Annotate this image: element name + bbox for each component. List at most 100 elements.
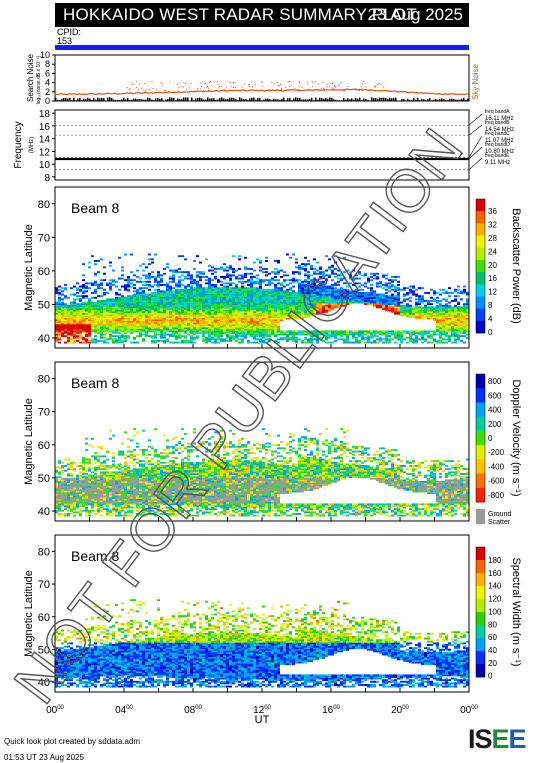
- heatmap-cell: [229, 311, 232, 314]
- heatmap-cell: [94, 303, 97, 306]
- heatmap-cell: [76, 511, 79, 514]
- heatmap-cell: [436, 300, 439, 302]
- heatmap-cell: [223, 276, 226, 278]
- heatmap-cell: [232, 320, 235, 323]
- heatmap-cell: [73, 330, 76, 333]
- search-noise-bar: [463, 97, 465, 101]
- heatmap-cell: [439, 304, 442, 307]
- heatmap-cell: [349, 341, 352, 344]
- heatmap-cell: [289, 295, 292, 298]
- noise-dot: [365, 86, 367, 88]
- heatmap-cell: [163, 298, 166, 301]
- heatmap-cell: [85, 325, 88, 328]
- heatmap-cell: [376, 300, 379, 302]
- heatmap-cell: [232, 290, 235, 293]
- heatmap-cell: [262, 303, 265, 306]
- heatmap-cell: [148, 325, 151, 328]
- heatmap-cell: [445, 309, 448, 312]
- heatmap-cell: [55, 314, 58, 317]
- heatmap-cell: [151, 306, 154, 309]
- heatmap-cell: [301, 340, 304, 342]
- heatmap-cell: [151, 304, 154, 307]
- noise-dot: [228, 81, 230, 83]
- heatmap-cell: [178, 325, 181, 328]
- heatmap-cell: [124, 319, 127, 322]
- heatmap-cell: [274, 327, 277, 330]
- heatmap-cell: [103, 320, 106, 323]
- heatmap-cell: [397, 309, 400, 312]
- heatmap-cell: [76, 287, 79, 290]
- noise-dot: [183, 81, 185, 83]
- heatmap-cell: [199, 322, 202, 325]
- heatmap-cell: [232, 271, 235, 274]
- heatmap-cell: [94, 260, 97, 262]
- heatmap-cell: [235, 336, 238, 339]
- heatmap-cell: [199, 330, 202, 333]
- heatmap-cell: [364, 272, 367, 275]
- heatmap-cell: [223, 340, 226, 342]
- heatmap-cell: [97, 328, 100, 331]
- heatmap-cell: [82, 316, 85, 318]
- heatmap-cell: [268, 322, 271, 325]
- heatmap-cell: [307, 333, 310, 336]
- heatmap-cell: [238, 332, 241, 334]
- heatmap-cell: [211, 316, 214, 318]
- heatmap-cell: [88, 319, 91, 322]
- heatmap-cell: [454, 330, 457, 333]
- heatmap-cell: [466, 336, 469, 339]
- heatmap-cell: [115, 332, 118, 334]
- heatmap-cell: [304, 295, 307, 298]
- heatmap-cell: [175, 284, 178, 286]
- heatmap-cell: [70, 465, 73, 467]
- heatmap-cell: [151, 316, 154, 318]
- heatmap-cell: [316, 288, 319, 291]
- heatmap-cell: [460, 340, 463, 342]
- heatmap-cell: [58, 298, 61, 301]
- heatmap-cell: [229, 340, 232, 342]
- heatmap-cell: [394, 341, 397, 344]
- heatmap-cell: [445, 330, 448, 333]
- heatmap-cell: [205, 327, 208, 330]
- heatmap-cell: [130, 309, 133, 312]
- heatmap-cell: [169, 341, 172, 344]
- heatmap-cell: [235, 276, 238, 278]
- heatmap-cell: [175, 338, 178, 341]
- heatmap-cell: [85, 514, 88, 517]
- heatmap-cell: [169, 325, 172, 328]
- heatmap-cell: [169, 304, 172, 307]
- heatmap-cell: [67, 506, 70, 509]
- noise-dot: [377, 84, 379, 86]
- heatmap-cell: [307, 260, 310, 262]
- heatmap-cell: [91, 455, 94, 458]
- heatmap-cell: [292, 304, 295, 307]
- heatmap-cell: [331, 303, 334, 306]
- heatmap-cell: [145, 309, 148, 312]
- heatmap-cell: [112, 338, 115, 341]
- noise-dot: [232, 82, 234, 84]
- heatmap-cell: [109, 316, 112, 318]
- heatmap-cell: [280, 276, 283, 278]
- heatmap-cell: [283, 309, 286, 312]
- heatmap-cell: [460, 332, 463, 334]
- heatmap-cell: [172, 325, 175, 328]
- heatmap-cell: [256, 280, 259, 283]
- noise-dot: [254, 84, 256, 86]
- noise-dot: [162, 82, 164, 84]
- heatmap-cell: [232, 296, 235, 299]
- heatmap-cell: [460, 292, 463, 294]
- heatmap-cell: [343, 292, 346, 294]
- heatmap-cell: [247, 268, 250, 270]
- heatmap-cell: [418, 338, 421, 341]
- heatmap-cell: [466, 316, 469, 318]
- heatmap-cell: [211, 311, 214, 314]
- heatmap-cell: [133, 320, 136, 323]
- heatmap-cell: [187, 311, 190, 314]
- heatmap-cell: [133, 295, 136, 298]
- heatmap-cell: [178, 303, 181, 306]
- heatmap-cell: [274, 288, 277, 291]
- heatmap-cell: [91, 255, 94, 258]
- search-noise-bar: [311, 97, 313, 101]
- noise-dot: [307, 88, 309, 90]
- heatmap-cell: [139, 335, 142, 338]
